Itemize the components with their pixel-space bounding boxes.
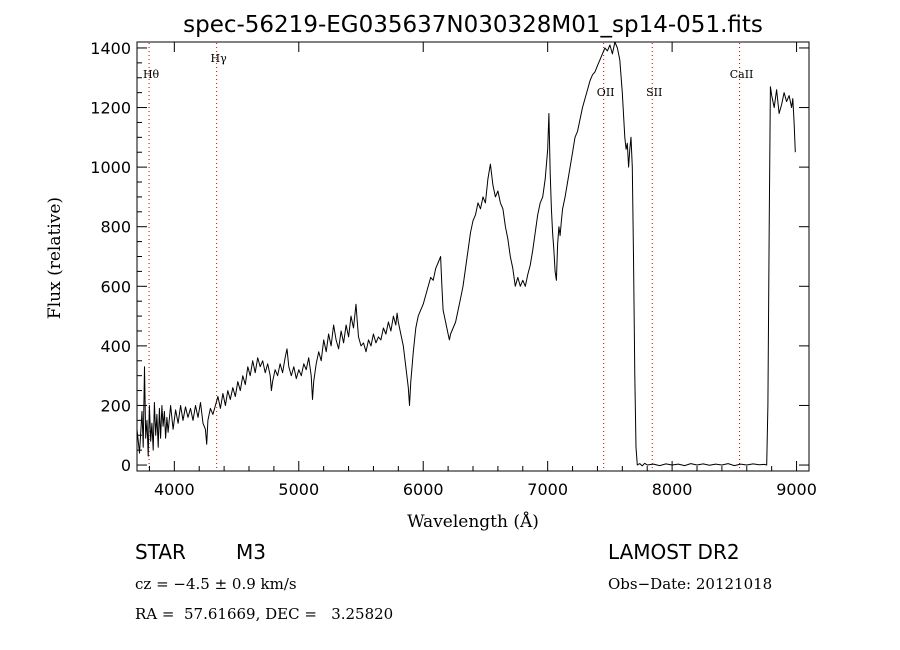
spectral-line-label: SII [646, 86, 662, 99]
spectral-line-label: Hγ [211, 52, 228, 65]
spectral-line-label: Hθ [143, 68, 160, 81]
chart-title: spec-56219-EG035637N030328M01_sp14-051.f… [183, 12, 763, 38]
object-subclass: M3 [236, 540, 266, 564]
y-tick-label: 1200 [90, 99, 131, 118]
redshift-cz: cz = −4.5 ± 0.9 km/s [135, 575, 297, 593]
spectral-line-label: OII [597, 86, 615, 99]
x-tick-label: 9000 [776, 480, 817, 499]
axis-ticks: 4000 5000 6000 7000 8000 9000 0 200 400 600 800 100… [90, 39, 817, 499]
spectral-line-markers: Hθ Hγ OII SII CaII [143, 43, 753, 470]
spectral-line-label: CaII [730, 68, 754, 81]
spectrum-line [136, 41, 796, 467]
x-tick-label: 6000 [403, 480, 444, 499]
x-tick-label: 4000 [154, 480, 195, 499]
x-tick-label: 7000 [527, 480, 568, 499]
y-tick-label: 800 [100, 218, 131, 237]
y-tick-label: 200 [100, 396, 131, 415]
survey-name: LAMOST DR2 [608, 540, 740, 564]
observation-date: Obs−Date: 20121018 [608, 575, 773, 593]
y-tick-label: 600 [100, 277, 131, 296]
x-tick-label: 8000 [652, 480, 693, 499]
y-axis-label: Flux (relative) [45, 197, 65, 319]
y-tick-label: 400 [100, 337, 131, 356]
coordinates: RA = 57.61669, DEC = 3.25820 [135, 605, 394, 623]
x-axis-label: Wavelength (Å) [407, 511, 539, 532]
y-tick-label: 0 [121, 456, 131, 475]
plot-frame [136, 41, 810, 472]
object-class: STAR [135, 540, 186, 564]
y-tick-label: 1400 [90, 39, 131, 58]
y-tick-label: 1000 [90, 158, 131, 177]
x-tick-label: 5000 [278, 480, 319, 499]
series-layer [136, 41, 796, 467]
